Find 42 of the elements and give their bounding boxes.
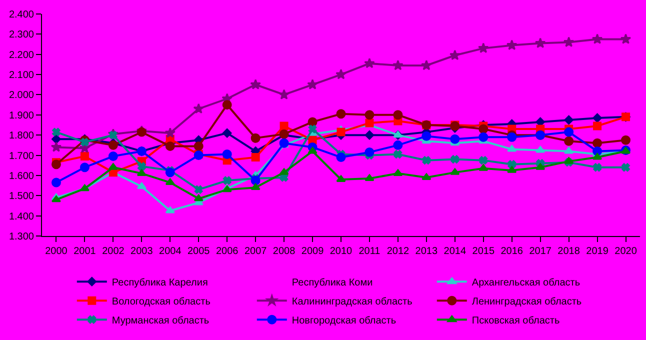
x-tick-label: 2009 [301, 246, 324, 257]
legend-label: Мурманская область [112, 315, 210, 326]
y-tick-label: 2.000 [8, 90, 34, 102]
x-tick-label: 2006 [216, 246, 239, 257]
x-tick-label: 2005 [187, 246, 210, 257]
legend-label: Калининградская область [292, 296, 412, 308]
y-tick-label: 1.400 [8, 211, 34, 222]
y-tick-label: 1.600 [8, 170, 34, 182]
x-tick-label: 2017 [529, 246, 552, 257]
x-tick-label: 2010 [330, 246, 353, 257]
x-tick-label: 2016 [500, 246, 524, 257]
y-tick-label: 1.300 [8, 232, 34, 242]
x-tick-label: 2011 [358, 246, 381, 257]
legend-label: Ленинградская область [472, 296, 582, 308]
legend-label: Республика Карелия [112, 277, 208, 288]
legend-label: Новгородская область [292, 315, 396, 326]
x-tick-label: 2014 [444, 246, 466, 257]
x-tick-label: 2013 [415, 246, 438, 257]
x-tick-label: 2002 [102, 246, 125, 257]
y-tick-label: 2.300 [8, 30, 34, 41]
x-tick-label: 2012 [386, 246, 410, 257]
y-tick-label: 2.200 [8, 50, 34, 61]
legend-label: Архангельская область [472, 277, 580, 288]
y-tick-label: 2.100 [8, 70, 34, 82]
x-tick-label: 2020 [614, 246, 638, 257]
x-tick-label: 2007 [244, 246, 268, 257]
text: Республика Коми [292, 277, 373, 288]
x-tick-label: 2015 [472, 246, 495, 257]
x-tick-label: 2004 [159, 246, 182, 257]
x-tick-label: 2003 [130, 246, 154, 257]
y-tick-label: 1.900 [8, 110, 34, 122]
y-tick-label: 1.700 [8, 150, 34, 162]
y-tick-label: 1.800 [8, 130, 34, 142]
x-tick-label: 2019 [586, 246, 609, 257]
x-tick-label: 2000 [45, 246, 68, 257]
x-tick-label: 2018 [558, 246, 580, 257]
y-tick-label: 2.400 [8, 10, 34, 20]
legend-label: Вологодская область [112, 296, 210, 308]
y-tick-label: 1.500 [8, 191, 34, 202]
x-tick-label: 2001 [74, 246, 96, 257]
x-tick-label: 2008 [272, 246, 296, 257]
legend-label: Псковская область [472, 315, 560, 326]
